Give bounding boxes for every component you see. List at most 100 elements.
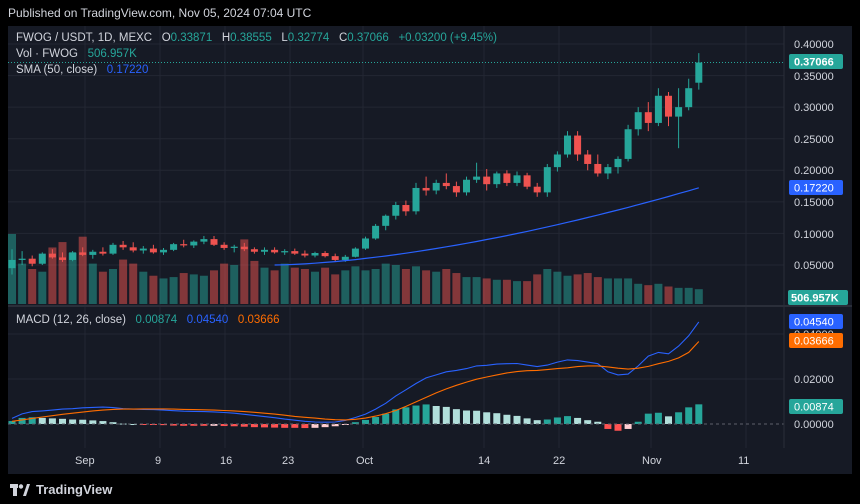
volume-bar: [179, 273, 188, 304]
candle: [654, 88, 662, 127]
macd-line-value: 0.04540: [186, 314, 229, 326]
time-label: 14: [478, 455, 490, 467]
price-tick: 0.15000: [794, 197, 834, 209]
macd-hist-bar: [574, 417, 582, 424]
macd-histogram: [8, 404, 703, 431]
candle: [180, 239, 188, 248]
volume-bars: [8, 234, 703, 304]
svg-text:506.957K: 506.957K: [791, 293, 839, 305]
macd-hist-bar: [624, 424, 632, 429]
price-axis[interactable]: 0.40000 0.35000 0.30000 0.25000 0.20000 …: [794, 39, 834, 272]
time-axis[interactable]: Sep 9 16 23 Oct 14 22 Nov 11: [75, 455, 749, 467]
chart-canvas[interactable]: 0.40000 0.35000 0.30000 0.25000 0.20000 …: [8, 26, 852, 474]
macd-hist-bar: [109, 422, 117, 424]
svg-text:0.17220: 0.17220: [794, 183, 834, 195]
volume-value: 506.957K: [87, 48, 137, 60]
candle: [533, 182, 541, 197]
candle: [230, 244, 238, 253]
candle: [543, 163, 551, 197]
volume-bar: [169, 277, 178, 304]
macd-hist-bar: [594, 421, 602, 424]
volume-legend[interactable]: Vol · FWOG 506.957K: [16, 48, 137, 60]
macd-hist-bar: [644, 413, 652, 424]
candle: [190, 240, 198, 248]
candle: [493, 171, 501, 188]
tradingview-logo[interactable]: TradingView: [10, 482, 112, 497]
macd-hist-bar: [38, 417, 46, 424]
footer-bar: [0, 474, 860, 504]
volume-bar: [432, 271, 441, 304]
candle: [129, 242, 137, 253]
macd-legend[interactable]: MACD (12, 26, close) 0.00874 0.04540 0.0…: [16, 314, 280, 326]
o-value: 0.33871: [170, 32, 213, 44]
symbol-title[interactable]: FWOG / USDT, 1D, MEXC: [16, 32, 153, 44]
volume-bar: [98, 271, 107, 304]
macd-hist-bar: [412, 405, 420, 424]
macd-label: MACD (12, 26, close): [16, 314, 126, 326]
volume-bar: [159, 278, 168, 304]
symbol-legend[interactable]: FWOG / USDT, 1D, MEXC O0.33871 H0.38555 …: [16, 32, 497, 44]
macd-hist-bar: [675, 412, 683, 424]
volume-bar: [502, 279, 511, 304]
price-tick: 0.10000: [794, 229, 834, 241]
published-text: Published on TradingView.com, Nov 05, 20…: [8, 6, 312, 20]
grid-lines: [8, 26, 784, 448]
volume-bar: [240, 239, 249, 304]
h-label: H: [221, 32, 231, 44]
macd-hist-bar: [180, 424, 188, 426]
candle: [644, 102, 652, 132]
candle: [69, 251, 77, 262]
macd-hist-bar: [533, 420, 541, 424]
candle: [473, 162, 481, 183]
chart-pane[interactable]: 0.40000 0.35000 0.30000 0.25000 0.20000 …: [8, 26, 852, 474]
macd-hist-bar: [139, 424, 147, 425]
volume-bar: [361, 270, 370, 304]
macd-hist-bar: [584, 420, 592, 424]
macd-hist-bar: [59, 418, 66, 424]
sma-value: 0.17220: [106, 64, 149, 76]
candle: [574, 131, 582, 161]
sma-legend[interactable]: SMA (50, close) 0.17220: [16, 64, 148, 76]
macd-hist-bar: [28, 417, 36, 424]
macd-hist-bar: [250, 424, 258, 428]
macd-line: [11, 321, 700, 423]
volume-bar: [543, 269, 552, 304]
volume-bar: [311, 271, 319, 304]
last-price-badge: 0.37066: [789, 54, 843, 69]
macd-signal-value: 0.03666: [237, 314, 280, 326]
macd-hist-bar: [271, 424, 279, 428]
volume-bar: [290, 267, 299, 304]
svg-text:0.00874: 0.00874: [794, 402, 834, 414]
candle: [139, 246, 147, 254]
candle: [675, 88, 683, 149]
macd-hist-bar: [654, 412, 662, 424]
volume-bar: [684, 287, 693, 304]
candle: [392, 201, 400, 220]
macd-hist-bar: [220, 424, 228, 427]
candle: [59, 252, 66, 262]
macd-hist-bar: [291, 424, 299, 428]
macd-tick: 0.00000: [794, 419, 834, 431]
volume-bar: [48, 247, 57, 304]
macd-hist-bar: [372, 417, 380, 424]
sma-label: SMA (50, close): [16, 64, 98, 76]
time-label: Oct: [356, 455, 373, 467]
volume-bar: [513, 281, 521, 304]
volume-bar: [68, 252, 77, 304]
volume-bar: [694, 289, 703, 304]
volume-bar: [199, 275, 208, 304]
time-label: 16: [220, 455, 232, 467]
macd-hist-bar: [18, 417, 26, 424]
price-tick: 0.30000: [794, 102, 834, 114]
macd-hist-bar: [362, 419, 369, 424]
tradingview-logo-icon: [10, 483, 30, 496]
candle: [402, 200, 410, 216]
macd-hist-bar: [351, 422, 359, 424]
candle: [553, 151, 561, 172]
candle: [584, 150, 592, 171]
price-tick: 0.40000: [794, 39, 834, 51]
volume-bar: [442, 269, 451, 304]
candle: [665, 91, 672, 127]
volume-bar: [573, 274, 582, 304]
candle: [362, 236, 369, 250]
